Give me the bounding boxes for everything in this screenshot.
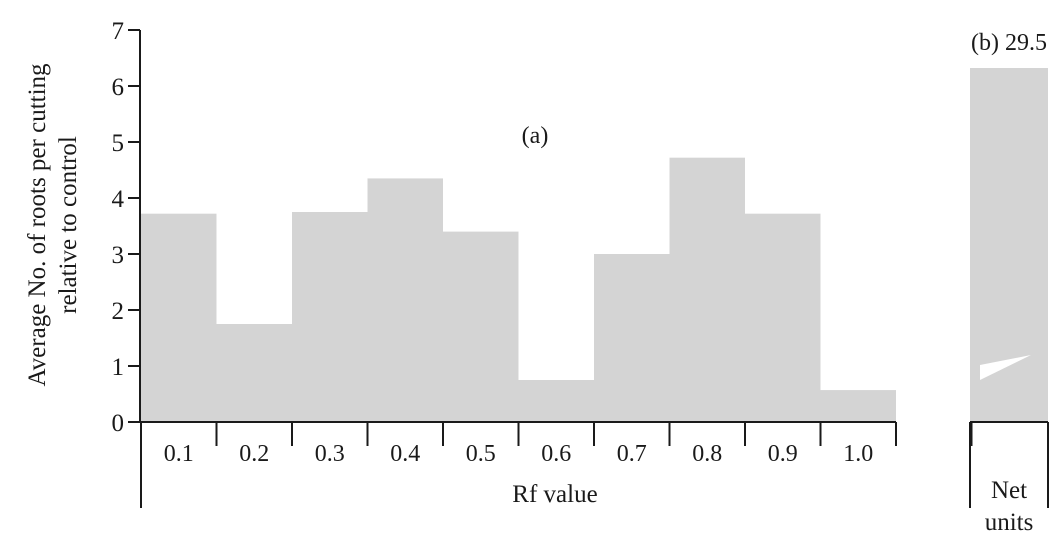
bar-rf-0.8 <box>669 157 745 422</box>
x-axis-title: Rf value <box>512 481 597 508</box>
x-tick-label: 0.4 <box>390 441 420 467</box>
y-tick-label: 4 <box>112 186 125 213</box>
panel-a-label: (a) <box>522 123 549 149</box>
net-units-label-line2: units <box>985 509 1034 536</box>
bar-rf-0.7 <box>594 254 670 422</box>
net-units-label-line1: Net <box>991 477 1027 504</box>
x-tick-label: 0.1 <box>164 441 194 467</box>
y-axis-title-line1: Average No. of roots per cutting <box>24 63 51 387</box>
y-tick-label: 0 <box>112 410 125 437</box>
x-tick-label: 0.2 <box>239 441 269 467</box>
y-tick-label: 5 <box>112 130 125 157</box>
bar-rf-0.5 <box>443 231 519 422</box>
y-tick-label: 2 <box>112 298 125 325</box>
x-tick-label: 0.7 <box>617 441 647 467</box>
x-tick-label: 0.6 <box>541 441 571 467</box>
x-tick-label: 0.8 <box>692 441 722 467</box>
bar-rf-0.3 <box>292 212 368 422</box>
bar-rf-0.6 <box>518 380 594 422</box>
bar-rf-0.9 <box>745 213 821 422</box>
y-tick-label: 1 <box>112 354 125 381</box>
x-tick-label: 0.9 <box>768 441 798 467</box>
panel-b-value-label: (b) 29.5 <box>971 30 1047 56</box>
axis-break-mark <box>980 355 1031 380</box>
bar-rf-1.0 <box>820 390 896 422</box>
y-tick-label: 6 <box>112 74 125 101</box>
x-tick-label: 1.0 <box>843 441 873 467</box>
bar-rf-0.4 <box>367 178 443 422</box>
bar-rf-0.1 <box>141 213 217 422</box>
plot-area: 0 1 2 3 4 5 6 7 0.1 0.2 0.3 0.4 0.5 0.6 0.7 0.8 0.9 1.0 <box>112 18 1049 508</box>
y-tick-label: 3 <box>112 242 125 269</box>
bar-rf-0.2 <box>216 324 292 422</box>
y-axis-title-line2: relative to control <box>55 136 82 314</box>
y-tick-label: 7 <box>112 18 125 45</box>
x-tick-label: 0.5 <box>466 441 496 467</box>
x-tick-label: 0.3 <box>315 441 345 467</box>
